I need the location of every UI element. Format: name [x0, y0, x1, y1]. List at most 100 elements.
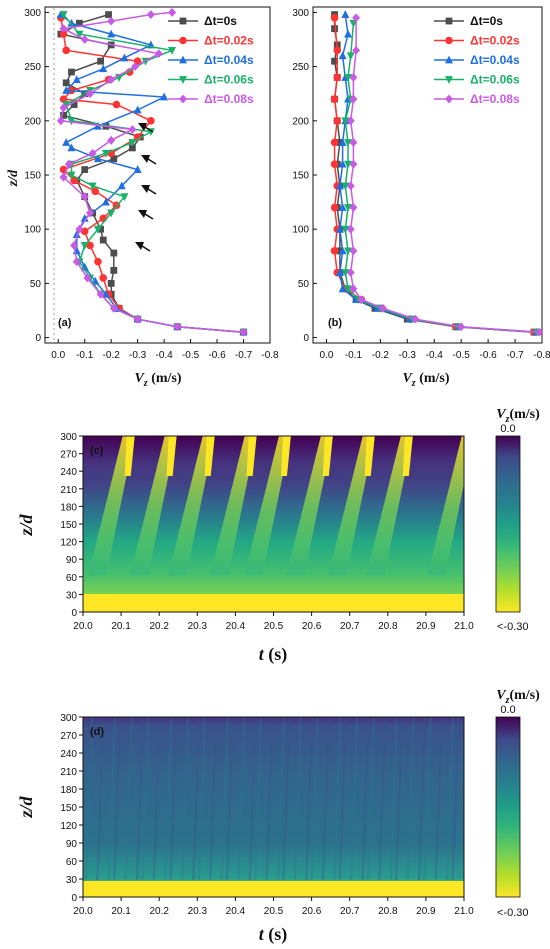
panel-c-ytick-label: 120	[60, 538, 77, 549]
panel-d-texture-streak	[152, 717, 161, 881]
panel-c-ytick-label: 0	[71, 608, 77, 619]
panel-a-data-point	[239, 327, 248, 337]
panel-b-data-point	[333, 73, 342, 82]
panel-d-ytick-label: 120	[60, 821, 77, 832]
panel-b-legend-marker	[445, 94, 453, 104]
panel-c-streak-core	[402, 436, 413, 476]
panel-a-data-point	[99, 274, 108, 282]
panel-c-xlabel: t (s)	[259, 644, 288, 665]
panel-a-data-point	[80, 35, 89, 44]
panel-b-tag: (b)	[328, 317, 342, 329]
panel-b-data-point	[352, 13, 361, 23]
panel-c-cb-title-main: V	[496, 407, 507, 422]
panel-a-series-line	[58, 13, 244, 333]
panel-b-data-point	[333, 46, 342, 55]
panel-b-data-point	[411, 314, 420, 324]
panel-d-cb-title-sub: z	[505, 695, 510, 706]
panel-a-data-point	[109, 303, 118, 313]
panel-d-texture-streak	[124, 717, 133, 881]
panel-b-series-line	[344, 23, 537, 333]
panel-b-data-point	[349, 73, 358, 82]
panel-a-data-point	[131, 62, 139, 72]
panel-b-xtick-label: -0.5	[453, 350, 471, 361]
panel-a-data-point	[60, 111, 67, 119]
panel-a-data-point	[133, 105, 142, 114]
panel-d-texture-streak	[169, 717, 178, 881]
panel-d-texture-streak	[276, 717, 286, 881]
panel-a-series-4	[56, 8, 248, 337]
panel-b-xtick-label: -0.1	[345, 350, 363, 361]
panel-d-texture-streak	[84, 717, 94, 881]
panel-b-series-3	[341, 19, 541, 337]
panel-d-xtick-label: 20.2	[149, 906, 169, 917]
panel-d-texture-streak	[423, 717, 432, 881]
panel-d-xtick-label: 21.0	[454, 906, 474, 917]
panel-a-data-point	[99, 64, 108, 73]
panel-a-data-point	[59, 11, 68, 19]
panel-d-texture-streak	[248, 717, 257, 881]
panel-a-data-point	[107, 29, 116, 38]
panel-d-ytick-label: 180	[60, 785, 77, 796]
panel-c-colorbar-top: 0.0	[500, 423, 515, 435]
panel-b-legend-marker	[445, 55, 453, 64]
panel-c-ytick-label: 30	[66, 590, 78, 601]
panel-a-data-point	[80, 262, 89, 271]
panel-a-xtick-label: -0.2	[103, 350, 121, 361]
panel-a-data-point	[72, 230, 81, 239]
panel-c-ytick-label: 60	[66, 573, 78, 584]
panel-b-data-point	[349, 138, 358, 147]
panel-b-data-point	[346, 52, 355, 61]
panel-d-texture-streak	[135, 717, 145, 881]
panel-a-data-point	[88, 182, 97, 191]
panel-a-legend: Δt=0s Δt=0.02s Δt=0.04s Δt=0.06s Δt=0.08s	[168, 14, 254, 106]
panel-b-series-4	[346, 13, 544, 337]
panel-b-legend-marker	[445, 36, 453, 45]
panel-b-xtick-label: 0.0	[320, 350, 334, 361]
panel-d-heatmap-background	[83, 717, 464, 897]
panel-b-data-point	[341, 225, 350, 234]
panel-d: 20.0 20.1 20.2 20.3 20.4 20.5 20.6 20.7 20.8 20.9…	[16, 688, 540, 945]
panel-a-xtick-label: -0.3	[129, 350, 147, 361]
panel-a-legend-marker	[179, 36, 187, 45]
panel-d-texture-streak	[96, 717, 105, 881]
panel-a-data-point	[101, 197, 110, 206]
panel-d-xtick-label: 20.1	[111, 906, 131, 917]
panel-d-cb-title-main: V	[496, 688, 507, 703]
panel-b-xlabel-main: V	[402, 371, 413, 386]
panel-b-legend-label: Δt=0s	[470, 14, 503, 28]
panel-a-data-point	[99, 236, 107, 244]
panel-b-legend-label: Δt=0.04s	[470, 53, 520, 67]
panel-d-xtick-label: 20.6	[302, 906, 322, 917]
panel-d-ytick-label: 90	[66, 839, 78, 850]
panel-a-data-point	[70, 176, 78, 185]
panel-b-data-point	[330, 14, 339, 22]
panel-a-data-point	[59, 30, 68, 38]
panel-b-ytick-label: 50	[298, 279, 310, 290]
panel-b-legend-label: Δt=0.08s	[470, 92, 520, 106]
panel-c-xtick-label: 20.7	[340, 621, 360, 632]
panel-d-colorbar-bottom: <-0.30	[497, 907, 529, 919]
panel-a-data-point	[133, 165, 142, 173]
panel-d-ytick-label: 30	[66, 875, 78, 886]
panel-b-data-point	[330, 95, 339, 103]
panel-a-data-point	[80, 242, 89, 250]
panel-a-data-point	[70, 241, 79, 250]
panel-b-xtick-label: -0.2	[372, 350, 390, 361]
panel-a-legend-marker	[179, 55, 187, 64]
panel-d-texture	[84, 717, 460, 881]
panel-a-legend-label: Δt=0.04s	[204, 53, 254, 67]
panel-b-data-point	[349, 246, 358, 256]
panel-a-xtick-label: -0.8	[261, 350, 279, 361]
panel-a-ytick-label: 150	[24, 171, 41, 182]
panel-b-ytick-label: 250	[292, 62, 309, 73]
panel-b-data-point	[330, 203, 339, 212]
panel-c-xtick-label: 21.0	[454, 621, 474, 632]
panel-b-data-point	[331, 57, 338, 65]
panel-b-ytick-label: 150	[292, 171, 309, 182]
panel-a-data-point	[154, 49, 163, 59]
panel-b-data-point	[335, 224, 344, 233]
panel-a-xlabel-main: V	[134, 371, 145, 386]
panel-a-data-point	[56, 116, 65, 126]
panel-d-texture-streak	[113, 717, 122, 881]
panel-c-xtick-label: 20.9	[416, 621, 436, 632]
